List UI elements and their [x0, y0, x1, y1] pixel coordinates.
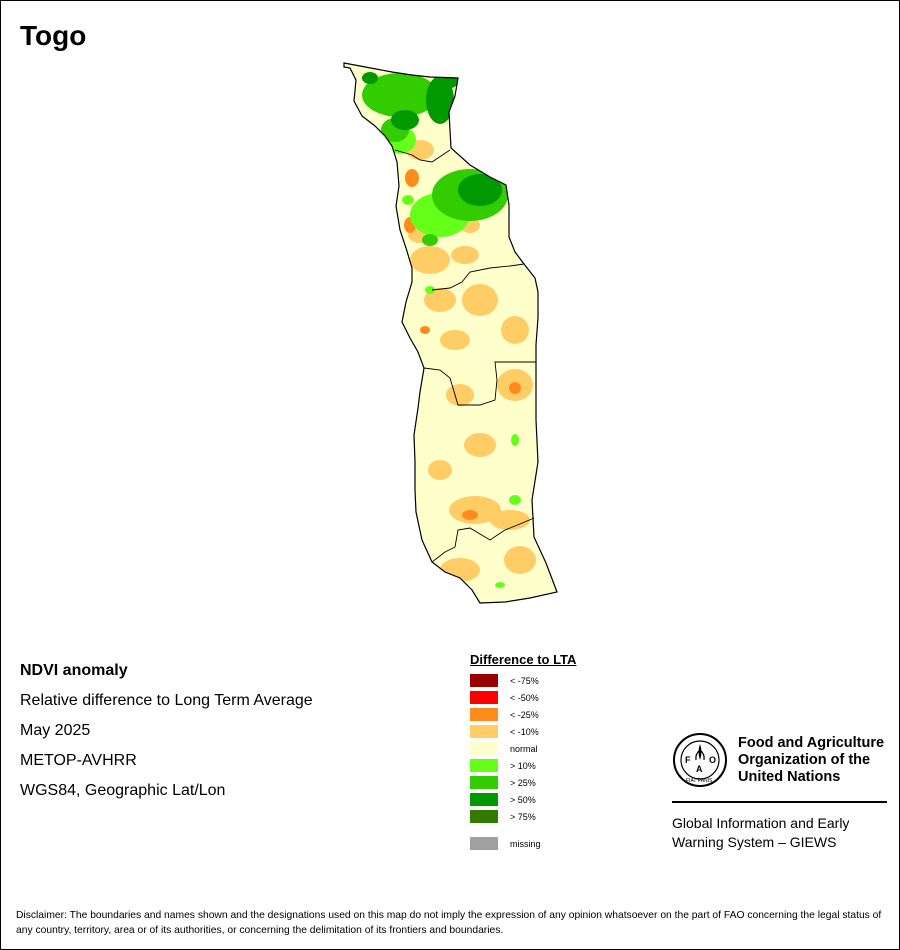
fao-logo-icon: F A O FIAT PANIS: [673, 733, 727, 787]
savanes-kara-boundary: [394, 149, 451, 163]
legend-item: normal: [470, 740, 670, 757]
legend-missing-label: missing: [510, 838, 541, 849]
legend-swatch: [470, 793, 498, 806]
disclaimer: Disclaimer: The boundaries and names sho…: [16, 910, 882, 936]
map-info: NDVI anomaly Relative difference to Long…: [20, 656, 313, 806]
legend-missing-item: missing: [470, 835, 670, 852]
legend-label: < -25%: [510, 709, 539, 720]
fao-logo-letter-o: O: [709, 755, 716, 765]
legend-label: normal: [510, 743, 538, 754]
legend-item: < -50%: [470, 689, 670, 706]
info-description: Relative difference to Long Term Average: [20, 692, 313, 709]
legend-label: < -50%: [510, 692, 539, 703]
fao-name-line-1: Food and Agriculture: [738, 735, 885, 751]
legend-swatch: [470, 759, 498, 772]
fao-logo-letter-a: A: [696, 764, 703, 774]
legend-label: > 75%: [510, 811, 536, 822]
legend-swatch: [470, 725, 498, 738]
togo-ndvi-map: [343, 62, 558, 604]
legend-item: < -25%: [470, 706, 670, 723]
centrale-plateaux-boundary: [423, 361, 536, 406]
above-50-patches: [362, 72, 502, 206]
legend-item: > 25%: [470, 774, 670, 791]
fao-organization-name: Food and Agriculture Organization of the…: [738, 735, 898, 786]
fao-logo-letter-f: F: [685, 755, 691, 765]
legend-item: > 50%: [470, 791, 670, 808]
giews-name: Global Information and Early Warning Sys…: [672, 814, 892, 852]
legend-swatch: [470, 810, 498, 823]
below-10-patches: [388, 95, 536, 582]
legend-label: > 10%: [510, 760, 536, 771]
legend-label: < -75%: [510, 675, 539, 686]
fao-logo-motto: FIAT PANIS: [686, 778, 713, 784]
legend-swatch: [470, 674, 498, 687]
legend-label: > 50%: [510, 794, 536, 805]
legend-title: Difference to LTA: [470, 652, 577, 667]
info-date: May 2025: [20, 722, 91, 739]
legend-item: < -75%: [470, 672, 670, 689]
legend-swatch: [470, 691, 498, 704]
kara-centrale-boundary: [431, 263, 525, 291]
region-boundaries: [394, 149, 536, 563]
fao-name-line-3: United Nations: [738, 769, 841, 785]
legend-swatch: [470, 742, 498, 755]
info-projection: WGS84, Geographic Lat/Lon: [20, 782, 226, 799]
legend-item: < -10%: [470, 723, 670, 740]
info-sensor: METOP-AVHRR: [20, 752, 137, 769]
legend-missing-swatch: [470, 837, 498, 850]
info-product-title: NDVI anomaly: [20, 662, 128, 679]
legend-item: > 10%: [470, 757, 670, 774]
country-border: [343, 62, 558, 604]
legend-swatch: [470, 776, 498, 789]
map-title: Togo: [20, 20, 87, 51]
fao-name-line-2: Organization of the: [738, 752, 871, 768]
plateaux-maritime-boundary: [431, 517, 535, 563]
legend-swatch: [470, 708, 498, 721]
fao-divider: [672, 801, 887, 803]
legend-label: < -10%: [510, 726, 539, 737]
giews-line-1: Global Information and Early: [672, 815, 850, 831]
legend-label: > 25%: [510, 777, 536, 788]
legend-item: > 75%: [470, 808, 670, 825]
giews-line-2: Warning System – GIEWS: [672, 834, 837, 850]
legend: Difference to LTA < -75% < -50% < -25% <…: [470, 652, 670, 852]
legend-items: < -75% < -50% < -25% < -10% normal > 10%…: [470, 672, 670, 825]
